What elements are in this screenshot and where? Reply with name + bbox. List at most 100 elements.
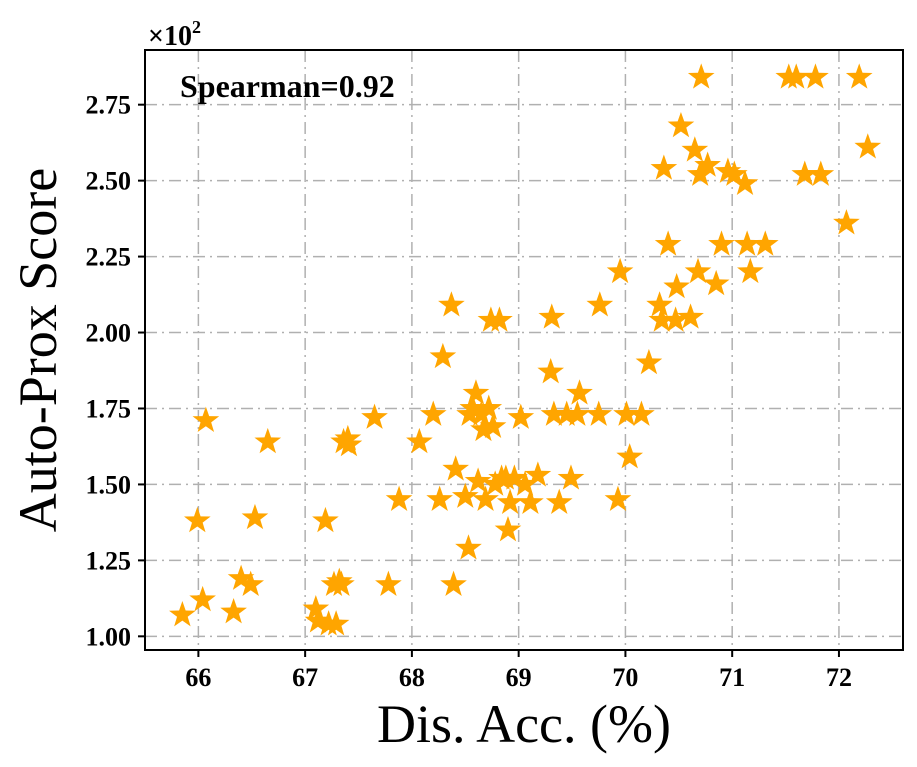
data-point-star [646, 291, 673, 317]
data-point-star [385, 485, 413, 511]
y-tick-label: 1.00 [86, 622, 132, 651]
data-point-star [459, 394, 487, 420]
data-point-star [667, 111, 695, 138]
data-point-star [702, 269, 730, 296]
x-tick-label: 71 [719, 663, 745, 692]
data-point-star [472, 485, 499, 511]
data-point-star [782, 63, 810, 89]
x-tick-label: 66 [185, 663, 211, 692]
x-axis-label: Dis. Acc. (%) [377, 694, 671, 754]
data-point-star [429, 342, 457, 369]
data-point-star [375, 570, 402, 597]
data-point-star [677, 303, 704, 329]
data-point-star [511, 470, 539, 496]
y-tick-label: 1.75 [86, 394, 132, 423]
data-point-star [438, 291, 465, 317]
data-point-star [721, 160, 748, 186]
data-point-star [524, 461, 552, 487]
data-point-star [254, 427, 282, 454]
data-point-star [302, 594, 330, 621]
data-point-star [833, 209, 860, 235]
data-point-star [537, 358, 564, 384]
data-point-star [464, 467, 492, 493]
data-point-star [681, 136, 709, 162]
data-point-star [616, 443, 644, 469]
x-tick-label: 70 [612, 663, 638, 692]
data-point-star [322, 610, 350, 636]
data-point-star [328, 570, 355, 597]
data-point-star [467, 400, 495, 426]
data-point-star [227, 564, 255, 590]
data-point-star [479, 412, 507, 439]
ticks-layer: 66 67 68 69 70 71 72 1.00 1.25 1.50 1.75 2.00 2.25 2.… [86, 91, 852, 692]
data-point-star [440, 570, 467, 597]
data-point-star [613, 400, 640, 426]
data-point-star [731, 169, 759, 195]
x-tick-label: 68 [399, 663, 425, 692]
data-point-star [635, 348, 663, 375]
data-point-star [606, 257, 634, 284]
data-point-star [540, 400, 568, 426]
y-tick-label: 2.75 [86, 91, 132, 120]
data-point-star [538, 303, 566, 329]
y-multiplier-exponent: 2 [192, 17, 201, 37]
data-point-star [751, 230, 779, 256]
data-point-star [686, 160, 714, 186]
data-point-star [312, 506, 339, 533]
data-point-star [553, 400, 581, 426]
data-point-star [684, 257, 712, 284]
y-tick-label: 2.25 [86, 243, 132, 272]
data-point-star [237, 570, 265, 597]
data-point-star [455, 534, 482, 560]
data-point-star [854, 133, 882, 159]
data-point-star [845, 63, 873, 89]
y-axis-label: Auto-Prox Score [8, 168, 68, 532]
data-point-star [802, 63, 829, 89]
data-point-star [545, 488, 573, 514]
data-point-star [462, 379, 490, 405]
data-point-star [557, 464, 585, 490]
data-point-star [628, 400, 655, 426]
data-point-star [481, 470, 509, 496]
data-point-star [585, 400, 613, 426]
grid-layer [145, 50, 903, 650]
data-point-star [220, 598, 247, 624]
data-point-star [501, 464, 528, 490]
data-point-star [662, 306, 689, 332]
data-point-star [708, 230, 735, 256]
data-point-star [791, 160, 819, 186]
data-point-star [486, 306, 513, 332]
data-point-star [604, 485, 632, 511]
data-point-star [189, 585, 216, 612]
spearman-annotation: Spearman=0.92 [180, 68, 395, 104]
data-point-star [496, 488, 524, 514]
data-point-star [470, 415, 497, 442]
data-point-star [648, 306, 676, 332]
data-point-star [586, 291, 614, 317]
y-tick-label: 2.50 [86, 167, 132, 196]
data-point-star [419, 400, 447, 426]
data-point-star [654, 230, 682, 256]
data-point-star [335, 430, 363, 457]
data-point-star [442, 455, 469, 481]
x-tick-label: 69 [506, 663, 532, 692]
y-tick-label: 2.00 [86, 319, 132, 348]
data-point-star [687, 63, 715, 89]
data-point-star [475, 394, 503, 420]
y-multiplier-label: ×102 [148, 17, 201, 52]
data-point-star [807, 160, 835, 186]
y-multiplier-base: ×10 [148, 21, 192, 52]
data-point-star [241, 503, 269, 530]
data-point-star [694, 151, 721, 177]
data-point-star [184, 506, 211, 533]
data-point-star [451, 482, 479, 508]
y-tick-label: 1.50 [86, 470, 132, 499]
data-point-star [650, 154, 678, 180]
data-point-star [192, 406, 220, 432]
x-tick-label: 72 [826, 663, 852, 692]
data-point-star [406, 427, 433, 454]
data-point-star [663, 272, 690, 299]
data-point-star [494, 516, 522, 542]
data-point-star [737, 257, 764, 284]
